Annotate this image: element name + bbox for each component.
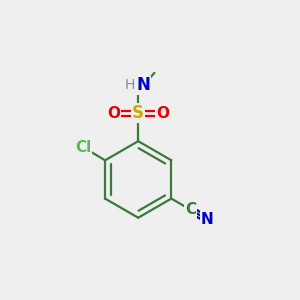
Text: O: O [156,106,169,121]
Text: O: O [108,106,121,121]
Text: N: N [200,212,213,227]
Text: N: N [136,76,151,94]
Text: Cl: Cl [75,140,91,154]
Text: S: S [132,104,144,122]
Text: H: H [125,78,135,92]
Text: C: C [185,202,196,217]
